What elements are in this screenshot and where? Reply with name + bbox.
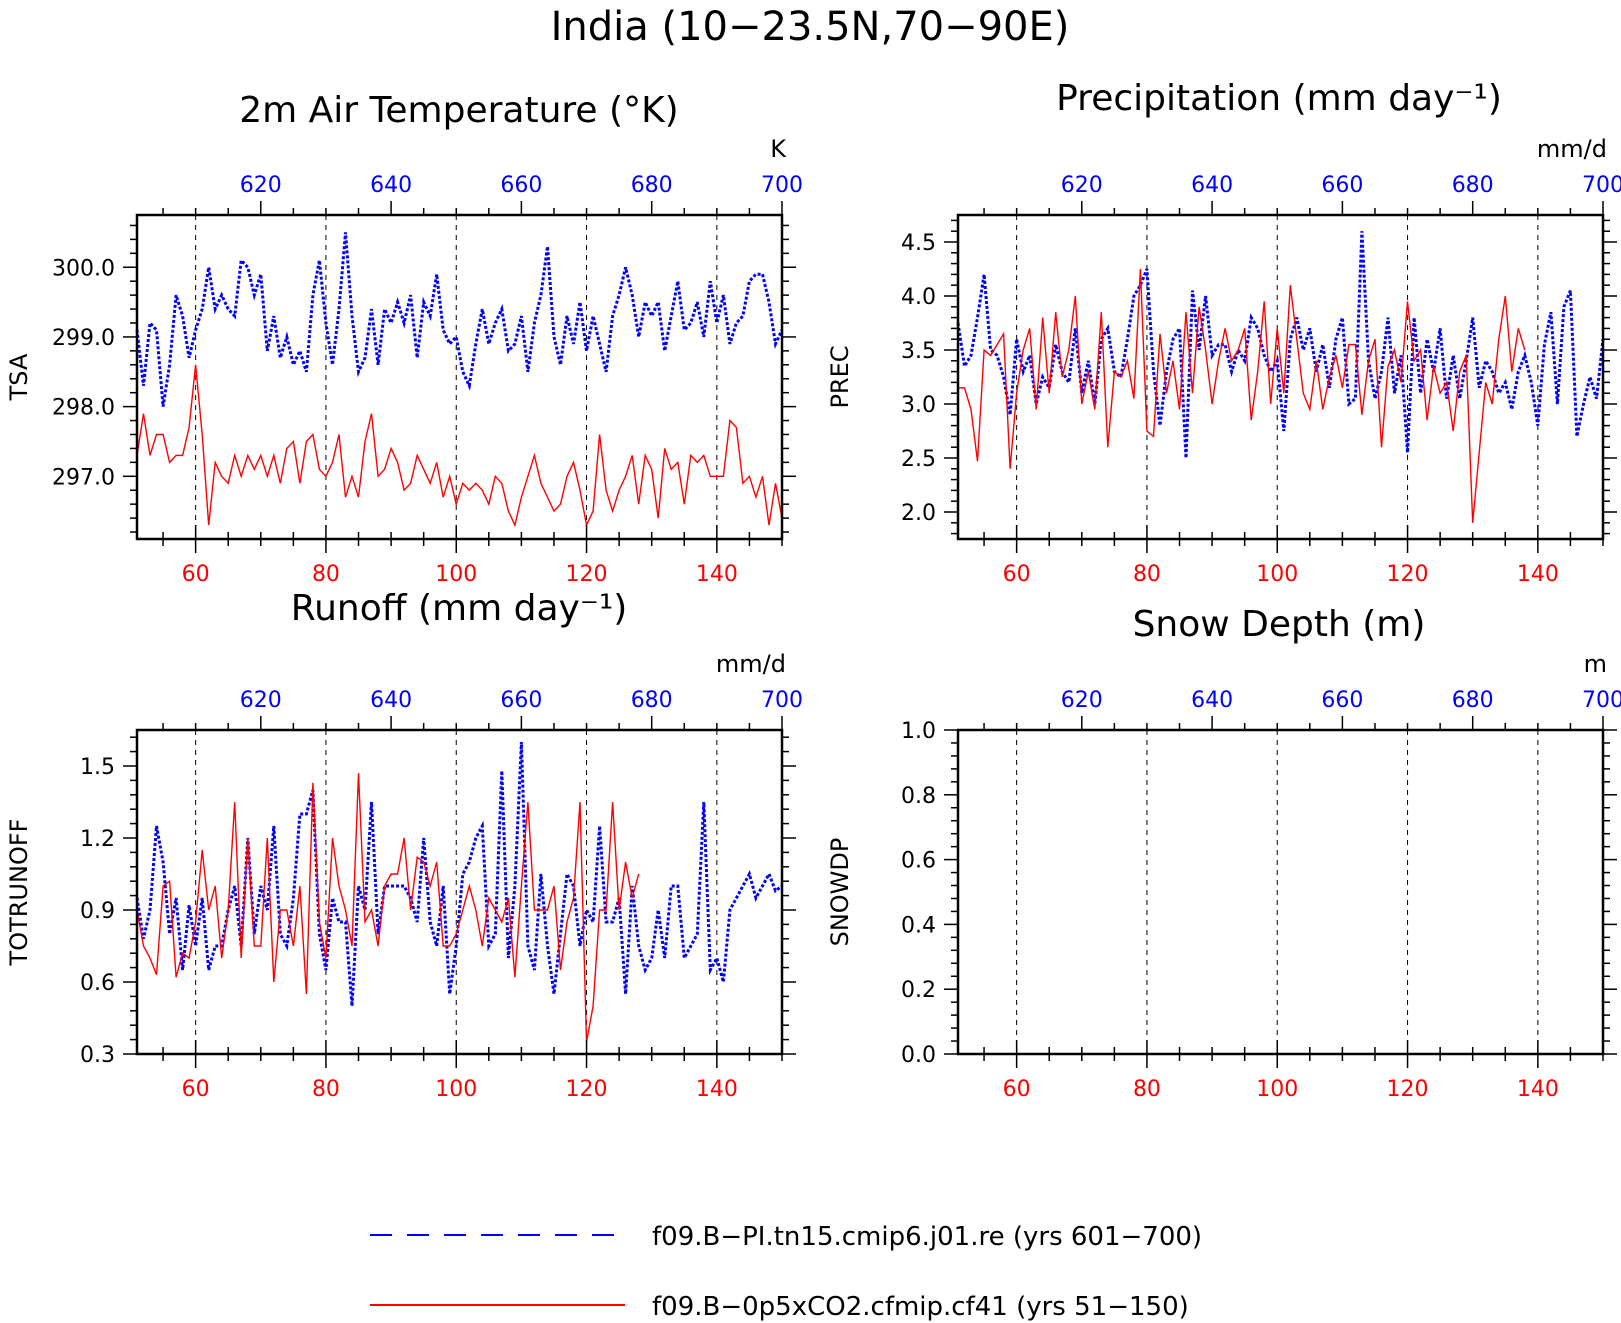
x-top-tick-label: 700 [761,173,803,198]
x-top-tick-label: 620 [240,688,282,713]
x-bottom-tick-label: 100 [435,562,477,587]
x-bottom-tick-label: 80 [1133,562,1161,587]
x-bottom-tick-label: 60 [182,1077,210,1102]
panel-snowdp: Snow Depth (m) 60 80 100 120 140 620 640 660 680 7… [826,604,1621,1102]
series-line-co2 [136,364,783,528]
top-axis-unit: mm/d [716,650,786,678]
x-bottom-tick-label: 120 [566,562,608,587]
x-top-tick-label: 640 [370,688,412,713]
y-tick-label: 298.0 [52,396,115,421]
panel-prec: Precipitation (mm day⁻¹) 60 80 100 120 140 620… [826,78,1621,587]
legend-label-co2: f09.B−0p5xCO2.cfmip.cf41 (yrs 51−150) [652,1292,1189,1322]
x-top-tick-label: 620 [1061,173,1103,198]
y-tick-label: 299.0 [52,326,115,351]
y-tick-label: 0.6 [80,971,115,996]
series-line-pi [956,231,1605,459]
x-bottom-tick-label: 100 [1256,562,1298,587]
plot-frame [135,728,784,1056]
x-top-tick-label: 700 [761,688,803,713]
y-axis-label: TSA [5,353,33,401]
x-bottom-tick-label: 60 [182,562,210,587]
y-axis-label: PREC [826,345,854,408]
x-top-tick-label: 660 [1321,173,1363,198]
x-bottom-tick-label: 80 [1133,1077,1161,1102]
y-tick-label: 2.5 [901,447,936,472]
series-line-pi [135,232,784,407]
x-bottom-tick-label: 60 [1003,1077,1031,1102]
x-top-tick-label: 640 [1191,688,1233,713]
y-axis-label: SNOWDP [826,838,854,947]
x-bottom-tick-label: 80 [312,1077,340,1102]
page-title: India (10−23.5N,70−90E) [551,4,1070,50]
top-axis-unit: mm/d [1537,135,1607,163]
y-tick-label: 2.0 [901,501,936,526]
series-line-co2 [958,268,1526,523]
y-tick-label: 0.8 [901,784,936,809]
x-bottom-tick-label: 140 [1517,1077,1559,1102]
y-tick-label: 1.2 [80,827,115,852]
x-top-tick-label: 680 [1452,173,1494,198]
x-bottom-tick-label: 120 [1387,1077,1429,1102]
x-top-tick-label: 700 [1582,688,1621,713]
top-axis-unit: m [1584,650,1607,678]
y-tick-label: 0.4 [901,913,936,938]
x-bottom-tick-label: 80 [312,562,340,587]
x-bottom-tick-label: 100 [435,1077,477,1102]
x-top-tick-label: 680 [631,173,673,198]
panel-title-snowdp: Snow Depth (m) [1133,604,1426,645]
plot-frame [956,213,1605,541]
y-tick-label: 0.0 [901,1043,936,1068]
panel-title-tsa: 2m Air Temperature (°K) [239,90,678,131]
series-line-pi [135,741,783,1007]
legend: f09.B−PI.tn15.cmip6.j01.re (yrs 601−700)… [370,1222,1202,1322]
x-bottom-tick-label: 140 [696,1077,738,1102]
y-axis-label: TOTRUNOFF [5,819,33,967]
x-bottom-tick-label: 120 [1387,562,1429,587]
panel-title-runoff: Runoff (mm day⁻¹) [291,588,628,629]
x-top-tick-label: 680 [1452,688,1494,713]
y-tick-label: 300.0 [52,256,115,281]
x-bottom-tick-label: 120 [566,1077,608,1102]
x-top-tick-label: 660 [500,173,542,198]
panel-runoff: Runoff (mm day⁻¹) 60 80 100 120 140 620 640 660 6… [5,588,803,1102]
series-line-co2 [136,773,640,1043]
x-top-tick-label: 620 [240,173,282,198]
y-tick-label: 4.0 [901,285,936,310]
panel-title-prec: Precipitation (mm day⁻¹) [1056,78,1502,119]
x-top-tick-label: 660 [500,688,542,713]
y-tick-label: 3.5 [901,339,936,364]
plot-frame [956,728,1605,1056]
x-top-tick-label: 660 [1321,688,1363,713]
x-top-tick-label: 640 [370,173,412,198]
top-axis-unit: K [770,135,787,163]
x-bottom-tick-label: 140 [1517,562,1559,587]
legend-label-pi: f09.B−PI.tn15.cmip6.j01.re (yrs 601−700) [652,1222,1202,1252]
y-tick-label: 0.9 [80,899,115,924]
x-top-tick-label: 700 [1582,173,1621,198]
x-bottom-tick-label: 140 [696,562,738,587]
x-bottom-tick-label: 100 [1256,1077,1298,1102]
y-tick-label: 4.5 [901,231,936,256]
y-tick-label: 1.0 [901,719,936,744]
x-top-tick-label: 620 [1061,688,1103,713]
y-tick-label: 0.6 [901,849,936,874]
x-top-tick-label: 640 [1191,173,1233,198]
x-top-tick-label: 680 [631,688,673,713]
x-bottom-tick-label: 60 [1003,562,1031,587]
y-tick-label: 1.5 [80,755,115,780]
y-tick-label: 3.0 [901,393,936,418]
plot-frame [135,213,784,541]
y-tick-label: 0.2 [901,978,936,1003]
panel-tsa: 2m Air Temperature (°K) 60 80 100 120 140 620 6… [5,90,803,587]
y-tick-label: 297.0 [52,465,115,490]
y-tick-label: 0.3 [80,1043,115,1068]
